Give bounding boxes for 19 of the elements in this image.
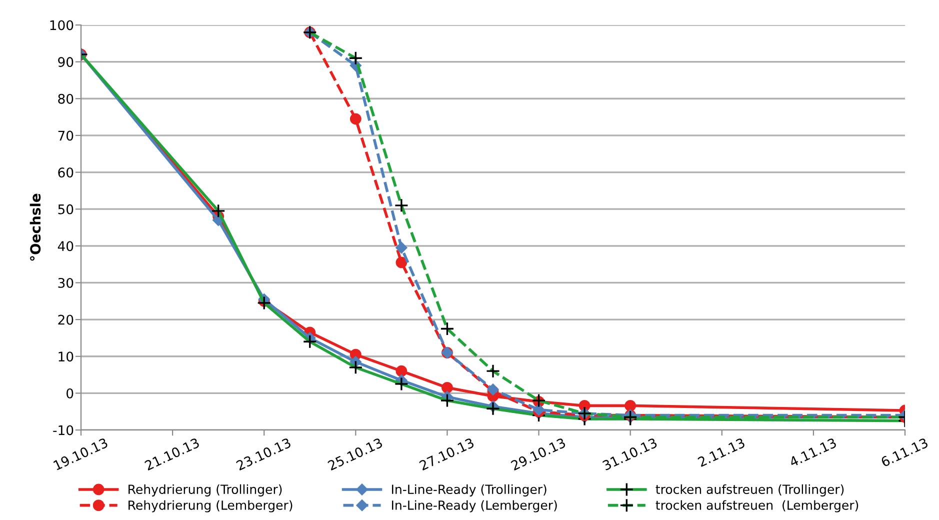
legend-label: trocken aufstreuen (Trollinger) <box>656 484 844 496</box>
y-tick-label: -10 <box>53 425 74 436</box>
y-tick-label: 60 <box>58 167 74 178</box>
y-tick-label: 20 <box>58 314 74 325</box>
y-tick-label: 10 <box>58 352 74 362</box>
legend-label: In-Line-Ready (Trollinger) <box>392 484 546 496</box>
y-tick-label: 0 <box>66 388 74 398</box>
y-tick-label: 90 <box>58 57 74 68</box>
legend-label: Rehydrierung (Lemberger) <box>128 500 292 512</box>
y-tick-label: 50 <box>58 204 74 214</box>
y-tick-label: 40 <box>58 241 74 252</box>
legend-label: Rehydrierung (Trollinger) <box>128 484 282 496</box>
y-tick-label: 70 <box>58 130 74 141</box>
y-axis-title: °Oechsle <box>30 194 41 261</box>
legend-label: In-Line-Ready (Lemberger) <box>392 500 557 512</box>
legend-label: trocken aufstreuen (Lemberger) <box>656 500 858 512</box>
y-tick-label: 100 <box>50 20 74 30</box>
y-tick-label: 30 <box>58 278 74 288</box>
y-tick-label: 80 <box>58 94 74 104</box>
